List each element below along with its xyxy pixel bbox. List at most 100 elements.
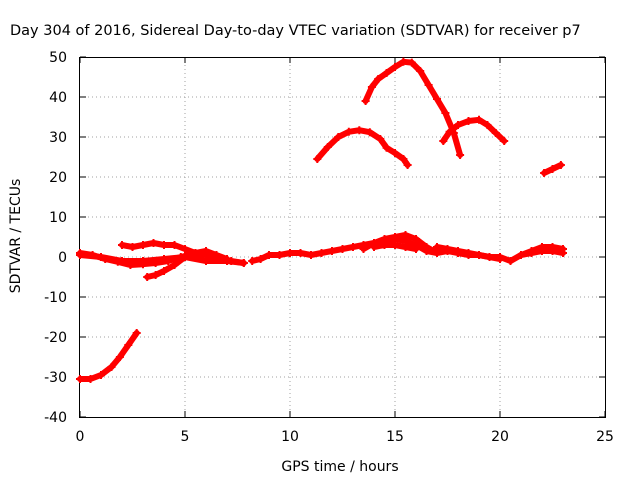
data-point [433, 243, 441, 251]
data-point [454, 121, 462, 129]
data-point [132, 329, 141, 337]
data-point [97, 371, 105, 379]
grid-lines [80, 57, 605, 417]
data-point [139, 260, 147, 269]
data-point [124, 341, 133, 349]
data-point [317, 249, 326, 257]
data-point [475, 115, 483, 124]
data-point [376, 135, 385, 143]
data-point [181, 245, 189, 253]
data-point [76, 249, 84, 257]
data-point [139, 241, 147, 249]
data-point [424, 81, 433, 89]
data-point [556, 161, 565, 169]
data-point [160, 241, 168, 249]
data-point [441, 109, 450, 117]
data-point [275, 251, 284, 259]
data-point [128, 243, 137, 251]
data-point [101, 255, 110, 263]
series-trace-a [77, 330, 140, 382]
data-point [76, 375, 84, 383]
data-point [391, 233, 399, 241]
data-point [202, 247, 210, 255]
data-point [491, 129, 500, 137]
data-point [361, 97, 370, 105]
data-point [151, 259, 160, 267]
y-tick-label: 40 [49, 90, 67, 106]
data-point [359, 245, 368, 253]
data-point [500, 137, 509, 145]
data-point [307, 251, 315, 259]
data-point [391, 241, 399, 249]
data-point [313, 155, 322, 163]
data-point [464, 117, 473, 125]
data-point [118, 241, 126, 249]
data-point [367, 83, 376, 91]
x-tick-label: 15 [386, 429, 404, 445]
data-point [382, 143, 391, 152]
data-point [328, 247, 336, 255]
data-point [334, 133, 343, 141]
data-point [403, 161, 412, 169]
data-point [548, 247, 557, 255]
data-point [296, 249, 305, 257]
data-point [374, 75, 383, 83]
data-point [380, 241, 389, 249]
data-point [248, 257, 257, 265]
data-point [86, 375, 95, 383]
data-point [399, 155, 408, 163]
data-point [485, 253, 494, 261]
data-point [391, 63, 399, 71]
data-point [149, 239, 158, 247]
data-point [433, 95, 441, 103]
data-point [143, 273, 152, 281]
data-point [370, 243, 378, 251]
data-point [107, 363, 116, 371]
data-point [88, 251, 97, 259]
data-point [170, 241, 179, 249]
data-point [344, 127, 353, 136]
x-tick-label: 0 [76, 429, 85, 445]
series-trace-d [440, 116, 508, 144]
data-point [191, 249, 200, 257]
data-point [401, 231, 410, 239]
data-point [323, 143, 332, 151]
data-point [212, 251, 221, 259]
data-point [416, 67, 425, 75]
data-point [527, 249, 536, 257]
data-point [286, 249, 294, 257]
y-tick-label: 30 [49, 130, 67, 146]
data-point [464, 249, 473, 257]
data-point [170, 261, 179, 269]
data-point [164, 257, 173, 265]
data-point [160, 267, 168, 275]
y-tick-label: -10 [44, 290, 67, 306]
data-point [151, 271, 160, 279]
data-point [548, 165, 557, 173]
data-point [445, 127, 454, 136]
x-tick-label: 5 [181, 429, 190, 445]
data-point [265, 251, 273, 259]
data-point [382, 69, 391, 77]
y-tick-label: 50 [49, 50, 67, 66]
data-point [407, 58, 416, 67]
y-tick-label: 0 [58, 250, 67, 266]
chart-title: Day 304 of 2016, Sidereal Day-to-day VTE… [10, 23, 581, 39]
data-point [439, 137, 448, 145]
data-point [401, 243, 410, 251]
data-point [365, 128, 374, 137]
data-point [239, 259, 248, 267]
x-tick-label: 10 [281, 429, 299, 445]
y-tick-label: -40 [44, 410, 67, 426]
data-point [115, 353, 124, 361]
data-point [399, 57, 408, 66]
data-point [456, 151, 465, 159]
y-tick-label: 10 [49, 210, 67, 226]
data-point [496, 255, 504, 263]
data-point [540, 169, 549, 177]
data-point [483, 121, 492, 129]
data-point [391, 149, 399, 157]
x-axis-label: GPS time / hours [281, 459, 398, 475]
data-point [454, 247, 462, 255]
